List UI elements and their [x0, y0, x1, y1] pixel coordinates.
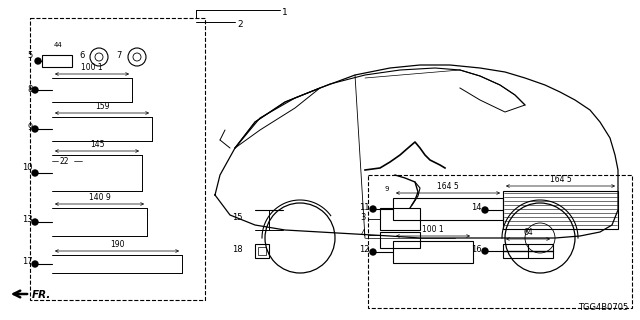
Text: 9: 9	[385, 186, 389, 192]
Circle shape	[32, 87, 38, 93]
Bar	[30, 18, 205, 300]
Circle shape	[32, 126, 38, 132]
Text: 14: 14	[472, 204, 482, 212]
Text: 64: 64	[523, 228, 533, 237]
Text: 44: 44	[54, 42, 62, 48]
Text: 9: 9	[28, 124, 33, 132]
Circle shape	[370, 249, 376, 255]
Text: 100 1: 100 1	[81, 63, 103, 72]
Bar	[42, 55, 72, 67]
Circle shape	[482, 248, 488, 254]
Bar	[393, 241, 473, 263]
Text: FR.: FR.	[32, 290, 51, 300]
Text: 10: 10	[22, 164, 33, 172]
Text: 4: 4	[361, 229, 366, 238]
Bar	[255, 244, 269, 258]
Text: 3: 3	[360, 213, 366, 222]
Text: 11: 11	[360, 204, 370, 212]
Text: 13: 13	[22, 215, 33, 225]
Text: 159: 159	[95, 102, 109, 111]
Bar	[503, 244, 553, 258]
Text: 15: 15	[232, 213, 243, 222]
Bar	[380, 208, 420, 230]
Text: 17: 17	[22, 258, 33, 267]
Text: 18: 18	[232, 245, 243, 254]
Bar	[393, 198, 503, 220]
Circle shape	[35, 58, 41, 64]
Text: 164 5: 164 5	[437, 182, 459, 191]
Text: 2: 2	[237, 20, 243, 29]
Text: 12: 12	[360, 245, 370, 254]
Text: 5: 5	[28, 52, 33, 60]
Text: 16: 16	[472, 245, 482, 254]
Text: 140 9: 140 9	[88, 193, 110, 202]
Circle shape	[370, 206, 376, 212]
Text: 145: 145	[90, 140, 104, 149]
Text: 6: 6	[79, 52, 85, 60]
Text: 8: 8	[28, 85, 33, 94]
Text: TGG4B0705: TGG4B0705	[578, 303, 628, 312]
Circle shape	[482, 207, 488, 213]
Circle shape	[32, 219, 38, 225]
Circle shape	[32, 261, 38, 267]
Text: 164 5: 164 5	[550, 175, 572, 184]
Text: 190: 190	[109, 240, 124, 249]
Text: 22: 22	[60, 156, 70, 165]
Text: 1: 1	[282, 8, 288, 17]
Bar	[503, 191, 618, 229]
Bar	[380, 232, 420, 248]
Bar	[258, 247, 266, 255]
Text: 100 1: 100 1	[422, 225, 444, 234]
Bar	[368, 175, 632, 308]
Text: 7: 7	[116, 52, 122, 60]
Circle shape	[32, 170, 38, 176]
